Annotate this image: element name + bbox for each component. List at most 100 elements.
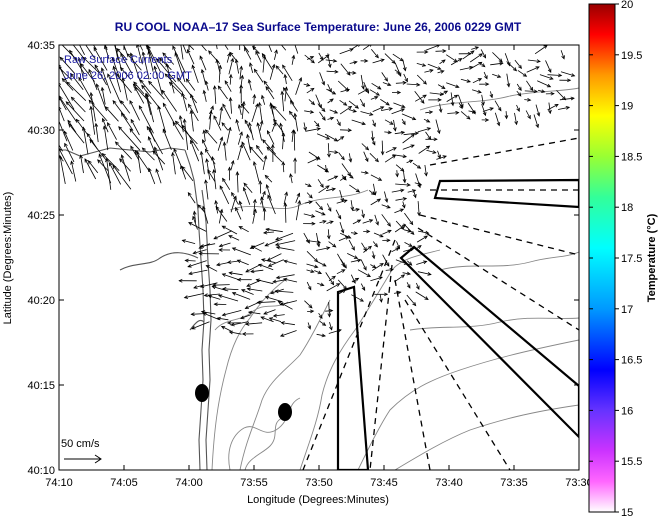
current-vector (382, 238, 391, 243)
current-vector (148, 167, 156, 185)
current-vector (202, 312, 220, 321)
current-vector (494, 100, 502, 112)
current-vector (281, 132, 286, 150)
current-vector (215, 205, 228, 222)
current-vector (303, 221, 316, 226)
current-vector (260, 196, 264, 210)
current-vector (211, 155, 217, 173)
current-vector (402, 133, 416, 144)
current-vector (218, 248, 231, 252)
current-vector (112, 164, 132, 190)
current-vector (121, 112, 134, 131)
current-vector (217, 136, 224, 151)
current-vector (257, 101, 263, 122)
current-vector (105, 157, 112, 190)
current-vector (162, 128, 172, 151)
current-vector (560, 50, 565, 60)
current-vector (69, 49, 85, 75)
current-vector (252, 208, 257, 224)
current-vector (218, 64, 223, 83)
current-vector (130, 118, 140, 136)
current-vector (525, 110, 531, 120)
current-vector (231, 247, 251, 256)
current-vector (247, 310, 261, 315)
current-vector (235, 206, 242, 220)
current-vector (100, 86, 106, 105)
current-vector (350, 231, 359, 235)
current-vector (255, 144, 264, 155)
current-vector (369, 153, 379, 163)
current-vector (249, 62, 254, 74)
current-vector (189, 139, 200, 162)
current-vector (200, 68, 207, 85)
current-vector (228, 73, 233, 85)
current-vector (213, 302, 227, 307)
current-vector (370, 198, 382, 206)
current-vector (253, 68, 264, 83)
current-vector (516, 90, 522, 97)
current-vector (471, 89, 482, 94)
current-vector (324, 164, 328, 173)
current-vector (264, 174, 273, 183)
current-vector (506, 61, 518, 72)
current-vector (339, 176, 347, 181)
current-vector (188, 222, 207, 232)
current-vector (394, 224, 407, 233)
current-vector (187, 48, 195, 65)
current-vector (371, 82, 382, 90)
current-vector (303, 213, 316, 218)
current-vector (147, 136, 156, 153)
current-vector (82, 56, 99, 73)
current-vector (526, 66, 540, 73)
current-vector (192, 249, 207, 255)
current-vector (67, 119, 77, 133)
current-vector (255, 50, 262, 63)
current-vector (361, 209, 365, 219)
current-vector (446, 94, 459, 102)
colorbar-label: Temperature (°C) (646, 213, 658, 302)
current-vector (339, 128, 353, 133)
current-vector (396, 241, 401, 250)
current-vector (535, 104, 541, 117)
current-vector (326, 203, 332, 212)
x-tick-label: 74:00 (175, 477, 203, 489)
current-vector (406, 282, 411, 289)
current-vector (450, 58, 463, 66)
current-vector (59, 120, 68, 142)
current-vector (165, 62, 175, 94)
current-vector (340, 88, 351, 93)
current-vector (336, 136, 345, 142)
current-vector (250, 245, 262, 252)
current-vector (114, 45, 123, 71)
current-vector (245, 264, 261, 273)
current-vector (325, 308, 334, 313)
current-vector (213, 115, 222, 131)
current-vector (66, 81, 87, 101)
current-vector (306, 192, 313, 199)
current-vector (392, 154, 407, 159)
current-vector (380, 98, 390, 106)
current-vector (95, 83, 107, 112)
current-vector (209, 109, 213, 130)
current-vector (370, 264, 377, 269)
current-vector (351, 277, 360, 283)
current-vector (202, 205, 209, 224)
current-vector (471, 46, 480, 50)
current-vector (425, 137, 438, 142)
current-vector (350, 45, 361, 50)
current-vector (183, 293, 205, 299)
current-vector (289, 173, 293, 184)
current-vector (282, 277, 298, 283)
current-vector (267, 259, 284, 267)
current-vector (370, 96, 379, 100)
current-vector (315, 210, 326, 216)
current-vector (382, 229, 392, 235)
current-vector (404, 242, 413, 247)
current-vector (560, 71, 576, 77)
current-vector (212, 169, 217, 190)
current-vector (368, 190, 376, 196)
current-vector (268, 317, 282, 322)
current-vector (469, 61, 483, 70)
current-vector (316, 233, 321, 248)
